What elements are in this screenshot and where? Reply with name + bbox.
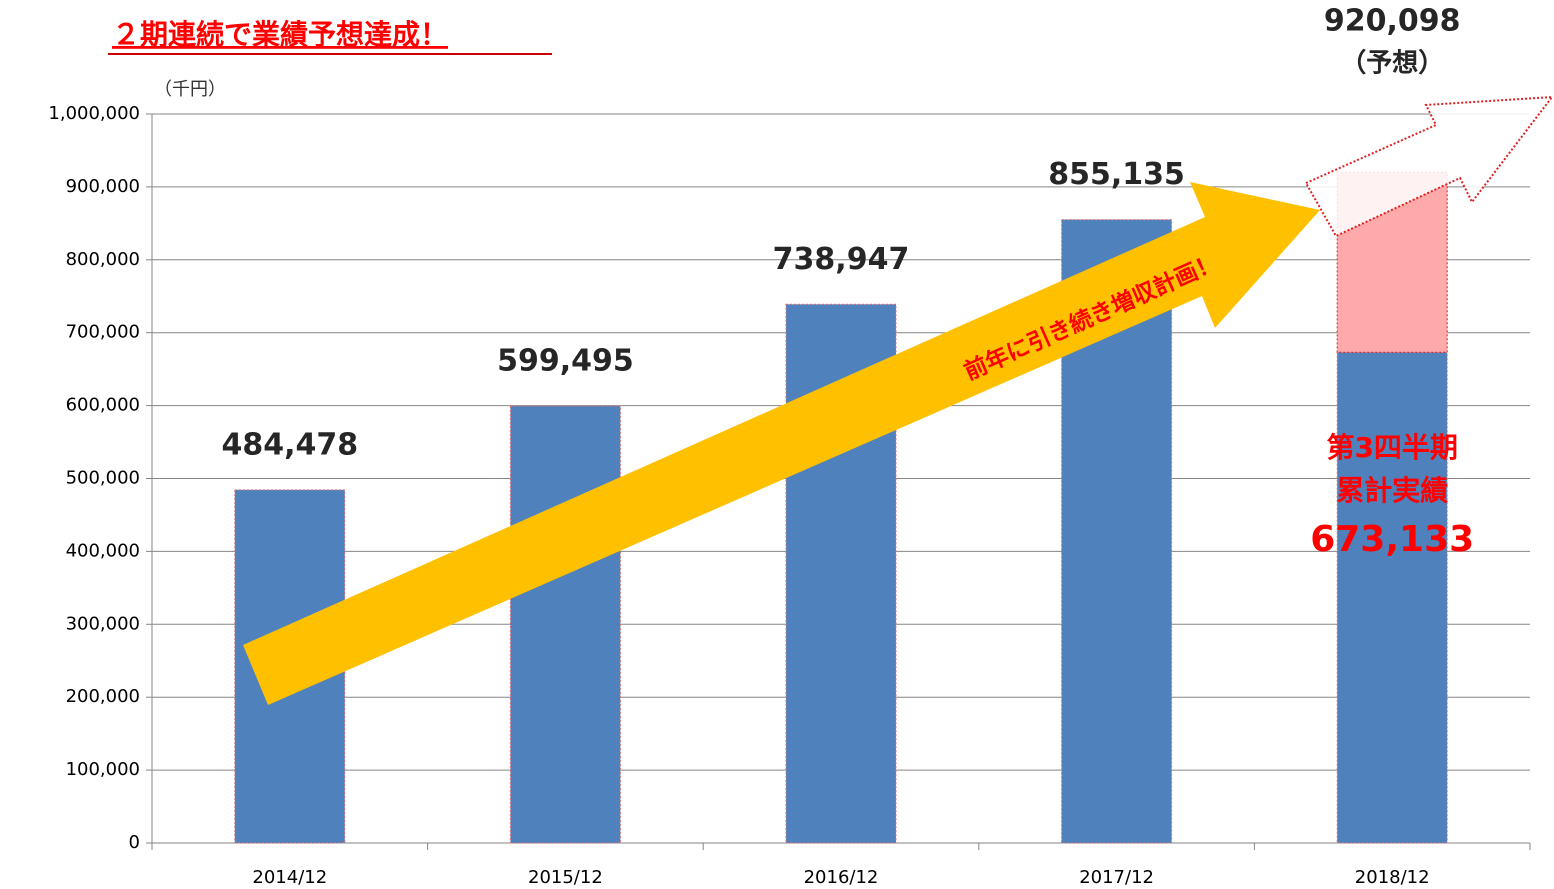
bar bbox=[509, 405, 621, 844]
y-tick-label: 0 bbox=[129, 832, 140, 853]
chart-title: ２期連続で業績予想達成！ bbox=[112, 18, 448, 51]
annotation: 第3四半期 bbox=[1326, 431, 1457, 464]
x-tick-label: 2015/12 bbox=[528, 867, 603, 888]
value-label: 599,495 bbox=[497, 343, 634, 378]
y-tick-label: 100,000 bbox=[66, 759, 140, 780]
y-tick-label: 900,000 bbox=[66, 176, 140, 197]
forecast-sublabel: （予想） bbox=[1340, 49, 1444, 79]
y-tick-label: 600,000 bbox=[66, 395, 140, 416]
y-tick-label: 700,000 bbox=[66, 322, 140, 343]
x-tick-label: 2017/12 bbox=[1079, 867, 1154, 888]
forecast-arrow bbox=[1304, 95, 1554, 238]
y-tick-label: 500,000 bbox=[66, 468, 140, 489]
value-label: 738,947 bbox=[773, 242, 910, 277]
value-label: 673,133 bbox=[1310, 519, 1474, 560]
x-tick-label: 2018/12 bbox=[1355, 867, 1430, 888]
unit-label: （千円） bbox=[154, 79, 226, 100]
y-tick-label: 1,000,000 bbox=[48, 103, 140, 124]
trend-arrow bbox=[243, 182, 1320, 705]
y-tick-label: 800,000 bbox=[66, 249, 140, 270]
value-label: 484,478 bbox=[221, 427, 358, 462]
x-tick-label: 2016/12 bbox=[804, 867, 879, 888]
value-label: 855,135 bbox=[1048, 157, 1185, 192]
x-tick-label: 2014/12 bbox=[252, 867, 327, 888]
y-tick-label: 300,000 bbox=[66, 613, 140, 634]
forecast-label: 920,098 bbox=[1324, 4, 1461, 39]
y-tick-label: 400,000 bbox=[66, 540, 140, 561]
bar bbox=[1336, 351, 1448, 844]
y-tick-label: 200,000 bbox=[66, 686, 140, 707]
labels: 2014/12 2015/12 2016/12 2017/12 2018/12 484,4… bbox=[221, 4, 1474, 888]
annotation: 累計実績 bbox=[1336, 474, 1448, 507]
